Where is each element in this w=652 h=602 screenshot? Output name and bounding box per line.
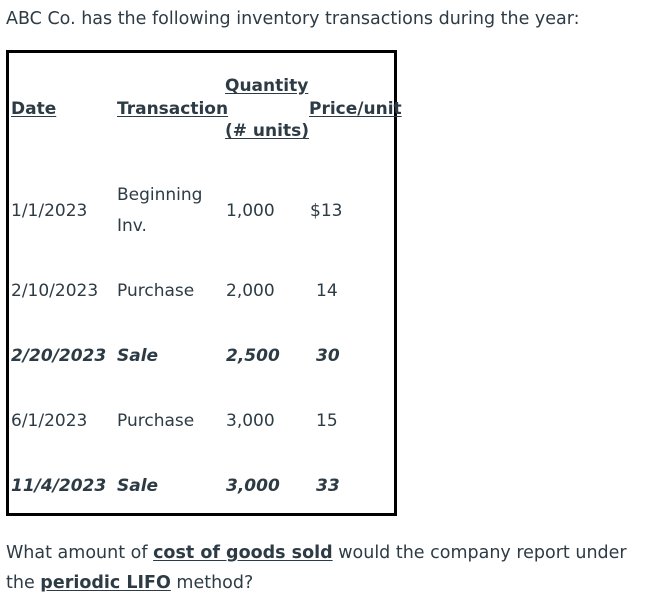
header-date: Date [11,99,57,119]
term-cost-of-goods-sold: cost of goods sold [153,543,333,563]
row5-price: 33 [316,476,340,496]
row5-quantity: 3,000 [226,476,280,496]
question-part1: What amount of [6,543,154,563]
row4-transaction: Purchase [117,411,195,431]
row4-price: 15 [316,411,338,431]
row5-date: 11/4/2023 [11,476,107,496]
question-text: What amount of cost of goods sold would … [6,538,646,598]
term-periodic-lifo: periodic LIFO [40,573,171,593]
row1-date: 1/1/2023 [11,201,88,221]
row2-price: 14 [316,281,338,301]
row3-date: 2/20/2023 [11,346,107,366]
row4-date: 6/1/2023 [11,411,88,431]
row5-transaction: Sale [117,476,159,496]
row1-transaction-line2: Inv. [117,216,147,236]
row2-quantity: 2,000 [226,281,275,301]
header-quantity-units: (# units) [225,121,309,141]
header-transaction: Transaction [117,99,229,119]
row2-date: 2/10/2023 [11,281,99,301]
header-quantity: Quantity [225,76,309,96]
row2-transaction: Purchase [117,281,195,301]
row4-quantity: 3,000 [226,411,275,431]
row1-transaction-line1: Beginning [117,185,203,205]
row3-price: 30 [316,346,340,366]
question-part3: method? [170,573,254,593]
intro-text: ABC Co. has the following inventory tran… [6,9,580,29]
row3-quantity: 2,500 [226,346,280,366]
question-part2: would the company report under the [6,543,627,593]
row3-transaction: Sale [117,346,159,366]
row1-quantity: 1,000 [226,201,275,221]
inventory-table: Date Transaction Quantity (# units) Pric… [6,50,402,516]
header-price: Price/unit [309,99,402,119]
row1-price: $13 [310,201,343,221]
